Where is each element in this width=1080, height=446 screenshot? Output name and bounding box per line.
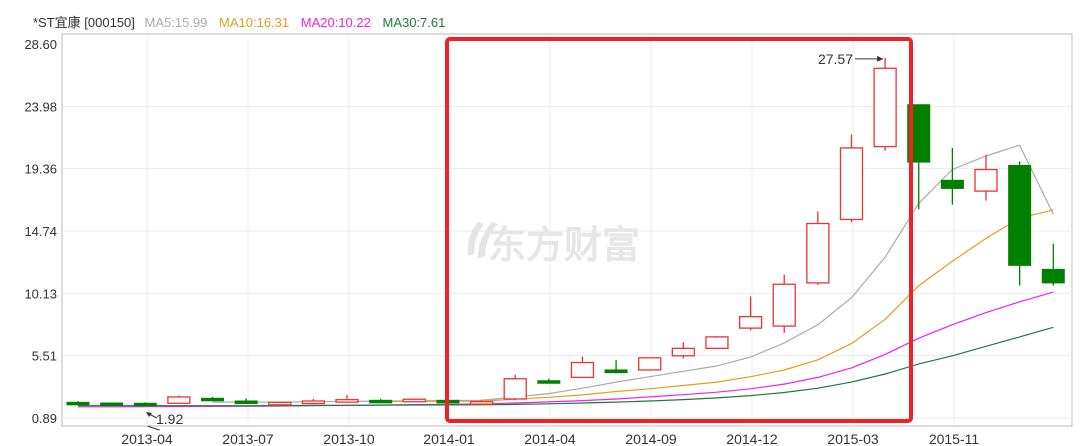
candle bbox=[772, 274, 796, 333]
candle bbox=[537, 378, 561, 384]
watermark-text: 东方财富 bbox=[488, 224, 640, 267]
x-tick-label: 2013-04 bbox=[121, 431, 173, 446]
candle bbox=[66, 400, 90, 406]
y-axis: 28.60 23.98 19.36 14.74 10.13 5.51 0.89 bbox=[24, 37, 57, 426]
highlight-box bbox=[445, 37, 913, 423]
min-price-label: 1.92 bbox=[156, 411, 183, 427]
candle bbox=[133, 402, 157, 407]
candle bbox=[369, 398, 393, 404]
grid-lines bbox=[61, 33, 1073, 427]
watermark-logo: 东方财富 bbox=[467, 222, 640, 267]
candle bbox=[974, 154, 998, 201]
candle bbox=[940, 147, 964, 205]
candle bbox=[604, 359, 628, 374]
y-tick-label: 28.60 bbox=[24, 37, 57, 52]
candle bbox=[705, 336, 729, 350]
candle bbox=[234, 398, 258, 404]
legend-ma20: MA20:10.22 bbox=[300, 15, 371, 30]
legend-ma10: MA10:16.31 bbox=[219, 15, 290, 30]
candle bbox=[738, 296, 763, 331]
chart-legend: *ST宜康 [000150] MA5:15.99 MA10:16.31 MA20… bbox=[33, 12, 453, 31]
candle bbox=[100, 402, 124, 407]
x-tick-label: 2015-03 bbox=[827, 431, 879, 446]
max-price-label: 27.57 bbox=[818, 51, 853, 67]
ma-line-ma20 bbox=[78, 291, 1054, 408]
candle bbox=[503, 374, 527, 401]
y-tick-label: 10.13 bbox=[24, 286, 57, 301]
x-tick-label: 2014-01 bbox=[423, 431, 475, 446]
stock-title: *ST宜康 [000150] bbox=[33, 15, 135, 30]
y-tick-label: 23.98 bbox=[24, 99, 57, 114]
x-tick-label: 2014-09 bbox=[625, 431, 677, 446]
x-tick-label: 2013-07 bbox=[222, 431, 274, 446]
candle bbox=[469, 399, 494, 405]
candle bbox=[1008, 161, 1032, 286]
x-tick-label: 2014-04 bbox=[524, 431, 576, 446]
candle bbox=[201, 396, 225, 402]
candle bbox=[873, 57, 897, 151]
legend-ma5: MA5:15.99 bbox=[144, 15, 208, 30]
y-tick-label: 14.74 bbox=[24, 224, 57, 239]
legend-ma30: MA30:7.61 bbox=[382, 15, 446, 30]
candle bbox=[1041, 243, 1065, 286]
ma-line-ma30 bbox=[78, 326, 1054, 407]
x-tick-label: 2015-11 bbox=[929, 431, 980, 446]
candle bbox=[335, 394, 359, 403]
candle bbox=[907, 104, 931, 210]
moving-average-lines bbox=[78, 144, 1054, 408]
candle bbox=[167, 395, 191, 404]
eastmoney-logo-icon bbox=[467, 222, 498, 258]
candle bbox=[570, 356, 595, 379]
y-tick-label: 0.89 bbox=[32, 411, 57, 426]
candle bbox=[839, 134, 864, 223]
candle bbox=[806, 211, 830, 285]
x-axis: 2013-04 2013-07 2013-10 2014-01 2014-04 2014-… bbox=[121, 431, 979, 446]
y-tick-label: 5.51 bbox=[32, 349, 57, 364]
ma-line-ma5 bbox=[212, 144, 1054, 403]
candle bbox=[301, 398, 326, 405]
x-tick-label: 2013-10 bbox=[323, 431, 375, 446]
candles bbox=[66, 57, 1065, 407]
annotations: 27.57 1.92 bbox=[146, 51, 884, 431]
candle bbox=[671, 342, 695, 359]
candle bbox=[402, 398, 426, 403]
x-tick-label: 2014-12 bbox=[726, 431, 778, 446]
candle bbox=[638, 357, 662, 371]
y-tick-label: 19.36 bbox=[24, 162, 57, 177]
candle bbox=[268, 401, 292, 406]
ma-line-ma10 bbox=[380, 209, 1054, 403]
